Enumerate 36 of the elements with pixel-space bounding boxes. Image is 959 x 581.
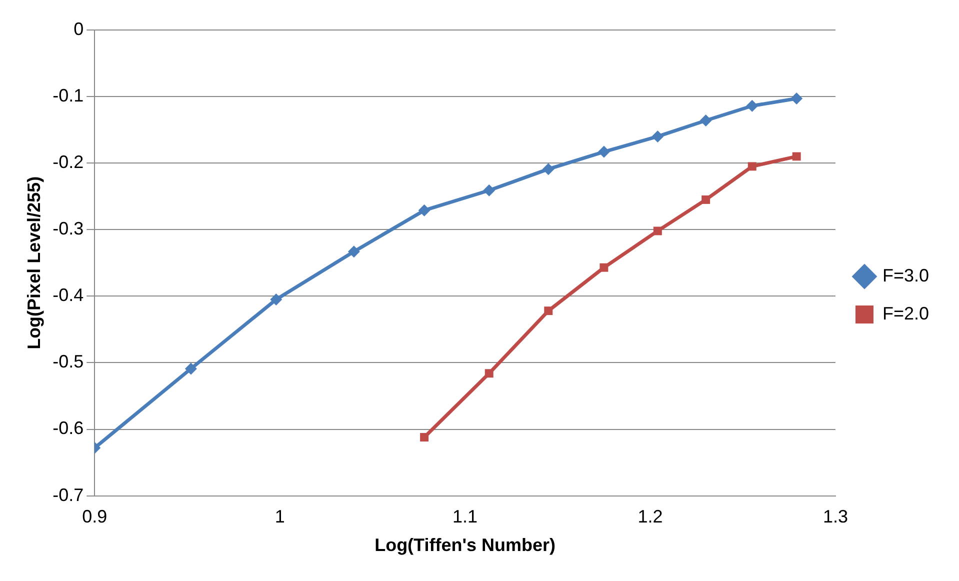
x-tick-label: 1.1 [452, 506, 478, 527]
y-tick-label: -0.4 [52, 285, 84, 306]
y-tick-label: -0.3 [52, 218, 84, 239]
y-tick-label: -0.1 [52, 86, 84, 106]
point [542, 163, 554, 176]
point [653, 226, 662, 236]
point [483, 184, 496, 196]
y-tick-label: -0.7 [52, 484, 84, 505]
legend-label: F=2.0 [882, 303, 929, 324]
point [598, 146, 610, 158]
point [746, 100, 758, 112]
x-tick-label: 1.2 [638, 506, 663, 527]
point [700, 114, 712, 126]
legend-label: F=3.0 [882, 265, 929, 286]
x-tick-label: 1 [274, 506, 285, 527]
point [600, 263, 608, 272]
y-axis-title: Log(Pixel Level/255) [24, 176, 44, 350]
y-tick-label: 0 [74, 18, 84, 39]
y-tick-label: -0.6 [52, 418, 84, 438]
x-tick-label: 0.9 [82, 506, 108, 527]
point [544, 306, 553, 316]
point [270, 294, 282, 306]
y-tick-label: -0.5 [52, 352, 84, 372]
point [420, 433, 429, 442]
point [748, 162, 756, 171]
point [702, 195, 710, 204]
x-axis-title: Log(Tiffen's Number) [374, 535, 556, 556]
point [484, 369, 494, 378]
point [790, 92, 803, 105]
y-tick-label: -0.2 [52, 152, 84, 172]
point [792, 152, 801, 161]
point [184, 362, 197, 375]
point [652, 130, 664, 142]
x-tick-label: 1.3 [822, 506, 848, 527]
point [418, 204, 430, 216]
point [348, 246, 360, 258]
